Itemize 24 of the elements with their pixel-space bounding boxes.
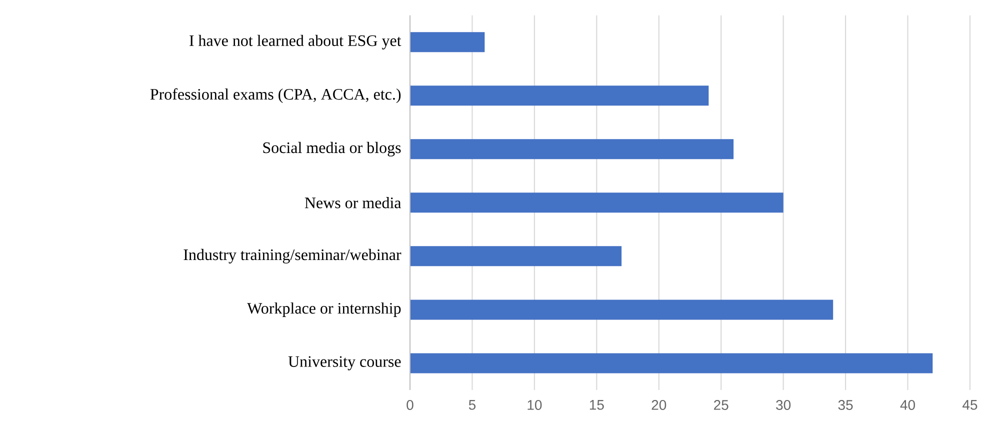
y-tick-label: Industry training/seminar/webinar [184, 248, 402, 264]
bar [410, 246, 622, 266]
y-tick-label: Workplace or internship [247, 302, 401, 317]
bar [410, 353, 933, 374]
x-tick-label: 45 [962, 400, 978, 410]
bar [410, 86, 709, 106]
bar [410, 32, 485, 52]
y-tick-label: Social media or blogs [263, 142, 401, 156]
x-tick-label: 25 [714, 400, 728, 410]
bar [410, 300, 834, 320]
x-tick-label: 20 [652, 400, 666, 410]
x-tick-label: 35 [838, 400, 853, 410]
bar [410, 192, 784, 213]
y-tick-label: Professional exams (CPA, ACCA, etc.) [150, 88, 401, 103]
x-tick-label: 30 [776, 400, 791, 410]
y-tick-label: University course [288, 356, 401, 370]
x-tick-label: 15 [590, 400, 604, 410]
x-tick-label: 0 [406, 400, 414, 410]
x-tick-label: 5 [468, 400, 476, 410]
bar [410, 139, 734, 160]
x-tick-label: 10 [528, 400, 542, 410]
y-tick-label: I have not learned about ESG yet [190, 34, 402, 50]
y-tick-label: News or media [304, 197, 402, 208]
x-tick-label: 40 [900, 400, 915, 410]
